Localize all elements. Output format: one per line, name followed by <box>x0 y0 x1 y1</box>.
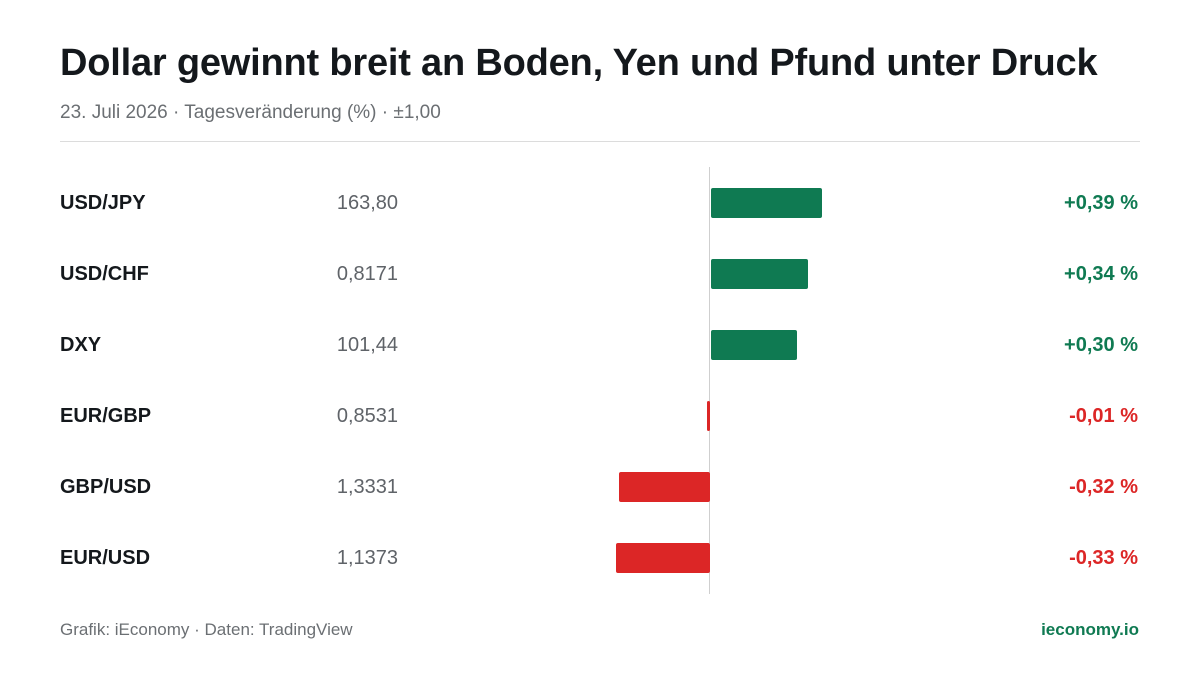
bar <box>711 188 823 218</box>
rate-value: 1,1373 <box>336 547 398 569</box>
header-divider <box>60 141 1140 142</box>
chart-row: EUR/GBP 0,8531 -0,01 % <box>60 386 1140 446</box>
change-label: +0,34 % <box>1064 263 1138 285</box>
rate-value: 0,8531 <box>336 405 398 427</box>
brand-label: ieconomy.io <box>1041 620 1139 639</box>
change-label: -0,01 % <box>1069 405 1138 427</box>
source-note: Grafik: iEconomy · Daten: TradingView <box>60 620 353 639</box>
rate-value: 0,8171 <box>336 263 398 285</box>
category-label: EUR/GBP <box>60 405 152 427</box>
rate-value: 163,80 <box>336 192 398 214</box>
change-label: -0,33 % <box>1069 547 1138 569</box>
chart-row: USD/CHF 0,8171 +0,34 % <box>60 244 1140 304</box>
rate-value: 101,44 <box>336 334 398 356</box>
bar <box>711 330 797 360</box>
chart-row: EUR/USD 1,1373 -0,33 % <box>60 528 1140 588</box>
chart-row: DXY 101,44 +0,30 % <box>60 315 1140 375</box>
chart-subtitle: 23. Juli 2026 · Tagesveränderung (%) · ±… <box>60 102 441 123</box>
category-label: USD/CHF <box>60 263 149 285</box>
category-label: DXY <box>60 334 102 356</box>
change-label: +0,39 % <box>1064 192 1138 214</box>
category-label: EUR/USD <box>60 547 151 569</box>
rate-value: 1,3331 <box>336 476 398 498</box>
category-label: GBP/USD <box>60 476 152 498</box>
change-label: +0,30 % <box>1064 334 1138 356</box>
bar <box>711 259 808 289</box>
category-label: USD/JPY <box>60 192 146 214</box>
bar <box>618 472 710 502</box>
bar <box>615 543 710 573</box>
chart-title: Dollar gewinnt breit an Boden, Yen und P… <box>60 42 1098 84</box>
chart-row: USD/JPY 163,80 +0,39 % <box>60 173 1140 233</box>
change-label: -0,32 % <box>1069 476 1138 498</box>
zero-baseline <box>709 167 710 594</box>
chart-row: GBP/USD 1,3331 -0,32 % <box>60 457 1140 517</box>
bar <box>707 401 710 431</box>
